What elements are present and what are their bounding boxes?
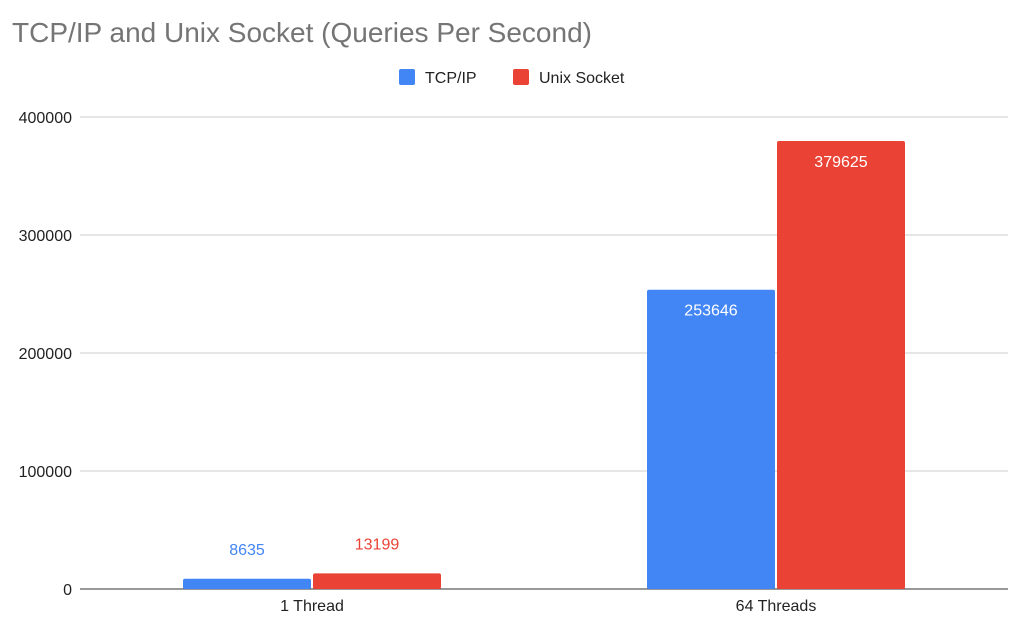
data-label: 8635 bbox=[229, 542, 265, 559]
x-axis-ticks: 1 Thread 64 Threads bbox=[280, 598, 816, 615]
data-label: 379625 bbox=[814, 154, 867, 171]
legend-label: TCP/IP bbox=[425, 70, 477, 87]
y-tick-label: 400000 bbox=[19, 110, 72, 127]
legend-label: Unix Socket bbox=[539, 70, 625, 87]
bars bbox=[183, 141, 905, 590]
y-tick-label: 200000 bbox=[19, 346, 72, 363]
y-tick-label: 0 bbox=[63, 582, 72, 599]
legend-swatch bbox=[513, 69, 529, 85]
x-tick-label: 1 Thread bbox=[280, 598, 344, 615]
y-tick-label: 300000 bbox=[19, 228, 72, 245]
x-tick-label: 64 Threads bbox=[736, 598, 817, 615]
bar-unix-socket-1 bbox=[777, 141, 905, 590]
data-labels: 8635 253646 13199 379625 bbox=[229, 154, 868, 559]
data-label: 253646 bbox=[684, 303, 737, 320]
data-label: 13199 bbox=[355, 536, 400, 553]
legend: TCP/IP Unix Socket bbox=[399, 69, 625, 87]
bar-unix-socket-0 bbox=[313, 573, 441, 589]
y-axis-ticks: 0 100000 200000 300000 400000 bbox=[19, 110, 72, 599]
bar-tcp-ip-0 bbox=[183, 578, 311, 589]
chart-title: TCP/IP and Unix Socket (Queries Per Seco… bbox=[12, 17, 592, 48]
legend-swatch bbox=[399, 69, 415, 85]
y-tick-label: 100000 bbox=[19, 464, 72, 481]
bar-tcp-ip-1 bbox=[647, 289, 775, 589]
